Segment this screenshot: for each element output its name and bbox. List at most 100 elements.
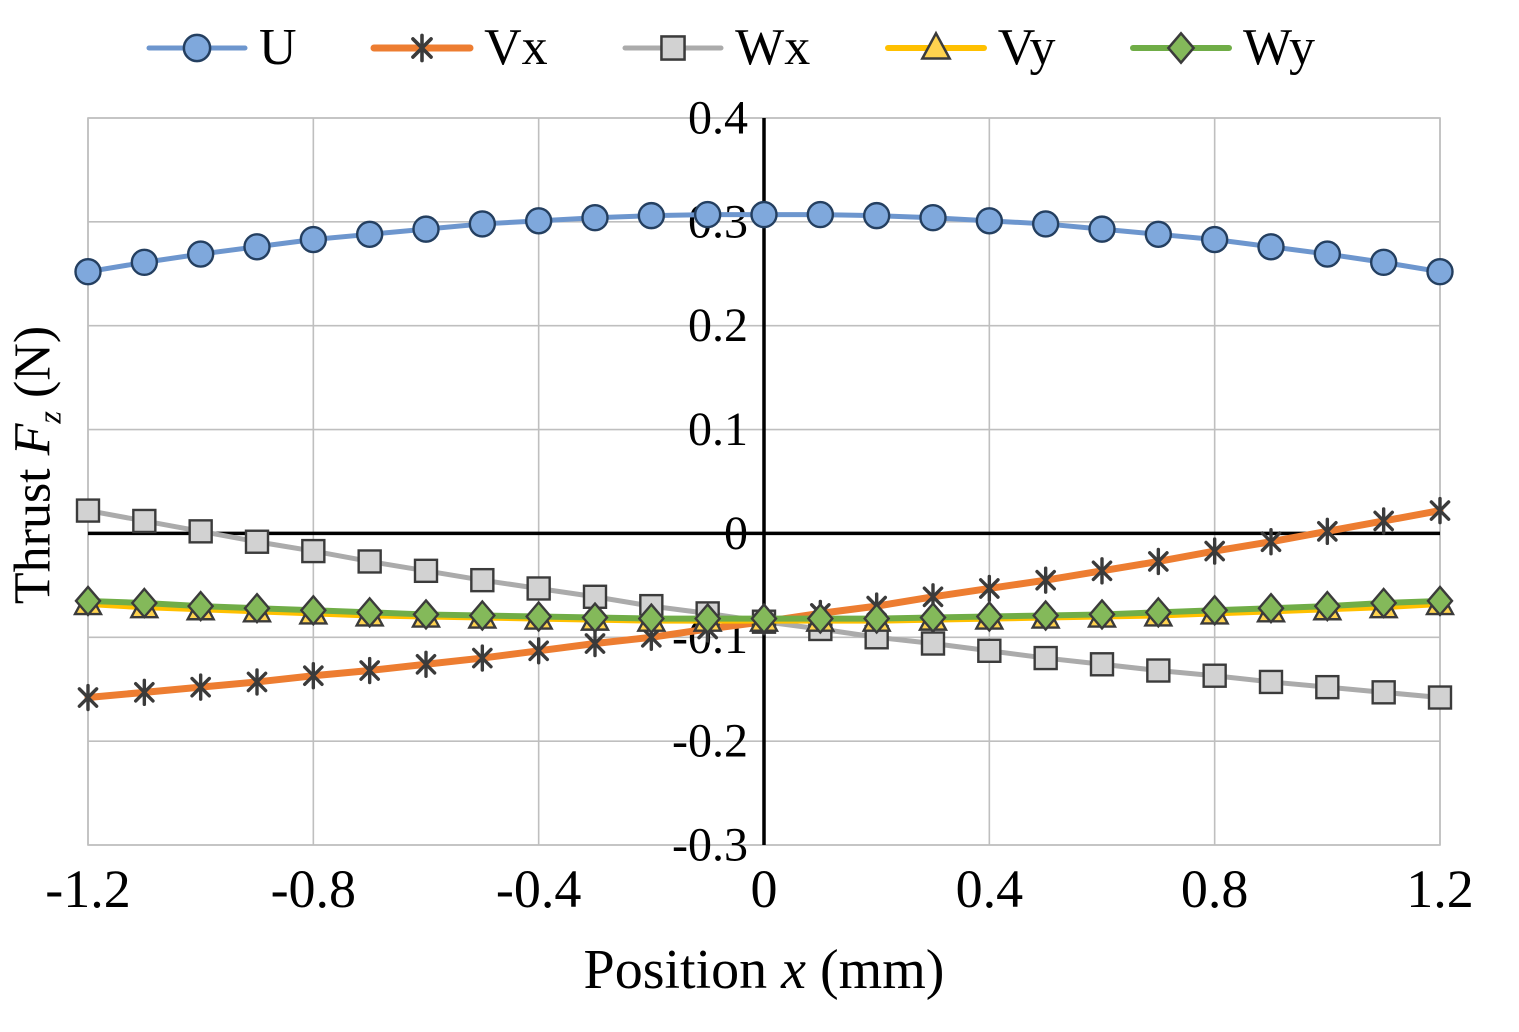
circle-marker-U: [750, 200, 778, 229]
circle-marker-U: [1313, 240, 1342, 268]
asterisk-marker-Vx: [584, 629, 606, 658]
diamond-marker-Wy: [1257, 592, 1285, 625]
diamond-marker-Wy: [1144, 596, 1172, 629]
x-tick-label: 0.8: [1181, 859, 1249, 919]
legend: U Vx Wx Vy Wy: [145, 16, 1315, 80]
legend-sample-U: [146, 33, 248, 63]
asterisk-marker-Vx: [133, 678, 155, 707]
diamond-marker-Wy: [412, 598, 440, 631]
asterisk-marker-Vx: [246, 668, 268, 696]
legend-item-Wy: Wy: [1129, 22, 1315, 74]
x-tick-label: 0.4: [956, 859, 1024, 919]
diamond-marker-Wy: [74, 585, 102, 617]
x-tick-label: -0.4: [496, 859, 581, 919]
circle-marker-U: [243, 233, 271, 261]
diamond-marker-Wy: [1201, 594, 1229, 627]
legend-item-U: U: [145, 22, 297, 74]
legend-label-Wx: Wx: [735, 19, 811, 76]
square-marker-Wx: [1258, 669, 1284, 695]
square-marker-Wx: [977, 638, 1002, 663]
square-marker-Wx: [1089, 652, 1115, 677]
circle-marker-U: [186, 240, 215, 268]
legend-item-Vy: Vy: [884, 22, 1056, 74]
x-tick-label: 0: [751, 859, 778, 919]
square-marker-Wx: [132, 508, 157, 534]
diamond-marker-Wy: [1426, 585, 1454, 617]
circle-marker-U: [182, 33, 212, 63]
asterisk-marker-Vx: [190, 673, 212, 701]
circle-marker-U: [806, 200, 835, 229]
asterisk-marker-Vx: [1316, 517, 1338, 546]
y-tick-label: 0.1: [688, 403, 748, 456]
circle-marker-U: [1426, 258, 1454, 286]
y-axis-title: Thrust Fz (N): [3, 326, 68, 604]
y-axis-unit: (N): [4, 325, 62, 412]
y-tick-label: 0.2: [688, 299, 748, 352]
diamond-marker-Wy: [356, 596, 384, 629]
legend-sample-Vy: [884, 30, 987, 60]
asterisk-marker-Vx: [471, 644, 493, 672]
circle-marker-U: [975, 207, 1004, 235]
square-marker-Wx: [1146, 658, 1171, 683]
y-tick-label: 0.4: [688, 92, 748, 145]
diamond-marker-Wy: [694, 602, 722, 635]
circle-marker-U: [693, 200, 722, 229]
square-marker-Wx: [1033, 645, 1058, 671]
x-axis-variable: x: [781, 939, 807, 1001]
diamond-marker-Wy: [750, 602, 778, 635]
circle-marker-U: [355, 220, 384, 249]
diamond-marker-Wy: [1088, 598, 1116, 631]
diamond-marker-Wy: [581, 601, 609, 634]
diamond-marker-Wy: [863, 602, 891, 635]
asterisk-marker-Vx: [1147, 547, 1169, 576]
x-tick-label: -0.8: [271, 859, 356, 919]
legend-item-Wx: Wx: [621, 22, 810, 74]
asterisk-marker-Vx: [415, 650, 437, 678]
asterisk-marker-Vx: [411, 33, 433, 63]
square-marker-Wx: [1371, 680, 1396, 705]
asterisk-marker-Vx: [359, 656, 381, 685]
y-axis-title-text: Thrust: [4, 455, 62, 605]
asterisk-marker-Vx: [1035, 566, 1057, 594]
diamond-marker-Wy: [919, 601, 947, 634]
legend-item-Vx: Vx: [370, 22, 548, 74]
diamond-marker-Wy: [468, 599, 496, 632]
legend-sample-Wx: [622, 35, 724, 61]
y-axis-variable: F: [4, 423, 62, 456]
circle-marker-U: [1144, 220, 1173, 249]
circle-marker-U: [1200, 225, 1229, 254]
circle-marker-U: [74, 258, 102, 286]
square-marker-Wx: [1202, 663, 1227, 688]
circle-marker-U: [581, 204, 609, 232]
square-marker-Wx: [357, 549, 382, 574]
asterisk-marker-Vx: [1260, 528, 1282, 556]
legend-label-Vx: Vx: [484, 19, 548, 76]
circle-marker-U: [299, 225, 328, 254]
legend-label-Vy: Vy: [997, 19, 1056, 76]
x-tick-label: 1.2: [1406, 859, 1474, 919]
asterisk-marker-Vx: [1091, 557, 1113, 585]
x-axis-title: Position x (mm): [584, 938, 945, 1002]
circle-marker-U: [862, 201, 891, 230]
diamond-marker-Wy: [525, 600, 553, 633]
y-tick-label: -0.2: [672, 715, 748, 768]
asterisk-marker-Vx: [528, 637, 550, 665]
legend-sample-Wy: [1130, 31, 1233, 65]
square-marker-Wx: [920, 631, 946, 656]
diamond-marker-Wy: [187, 590, 215, 622]
square-marker-Wx: [526, 576, 551, 601]
circle-marker-U: [468, 210, 497, 238]
square-marker-Wx: [413, 558, 439, 584]
circle-marker-U: [1257, 233, 1285, 261]
diamond-marker-Wy: [1313, 590, 1341, 622]
square-marker-Wx: [660, 35, 686, 61]
diamond-marker-Wy: [1370, 587, 1398, 619]
square-marker-Wx: [1315, 674, 1340, 700]
square-marker-Wx: [470, 567, 495, 593]
y-axis-subscript: z: [31, 411, 68, 424]
circle-marker-U: [524, 207, 553, 235]
square-marker-Wx: [1427, 685, 1453, 710]
diamond-marker-Wy: [243, 592, 271, 625]
